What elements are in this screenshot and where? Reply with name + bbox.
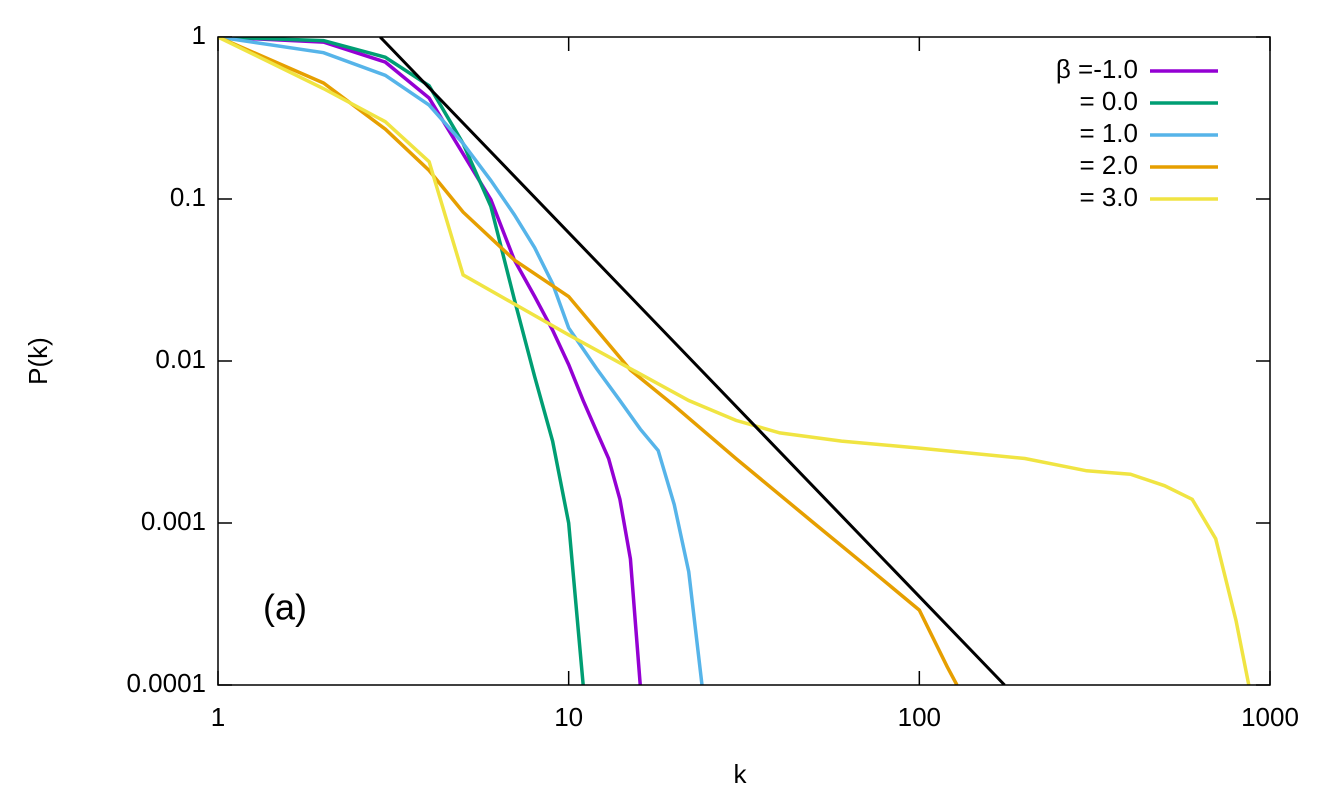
series-line: [218, 37, 585, 685]
plot-frame: [217, 36, 1271, 686]
legend-label: = 3.0: [1079, 182, 1138, 212]
x-tick-label: 1000: [1241, 702, 1299, 732]
y-tick-label: 1: [192, 20, 206, 50]
legend-label: = 0.0: [1079, 86, 1138, 116]
series-line: [218, 37, 1251, 685]
x-tick-label: 10: [554, 702, 583, 732]
series-line: [379, 37, 1006, 685]
series-line: [218, 37, 642, 685]
legend-label: = 1.0: [1079, 118, 1138, 148]
x-axis-label: k: [734, 759, 748, 789]
y-tick-label: 0.001: [141, 506, 206, 536]
y-tick-label: 0.0001: [126, 668, 206, 698]
legend-label: = 2.0: [1079, 150, 1138, 180]
y-tick-label: 0.01: [155, 344, 206, 374]
series-line: [218, 37, 959, 685]
annotation: (a): [263, 587, 307, 628]
x-tick-label: 100: [898, 702, 941, 732]
x-tick-label: 1: [211, 702, 225, 732]
legend-label: β =-1.0: [1056, 54, 1138, 84]
y-axis-label: P(k): [23, 337, 53, 385]
y-tick-label: 0.1: [170, 182, 206, 212]
